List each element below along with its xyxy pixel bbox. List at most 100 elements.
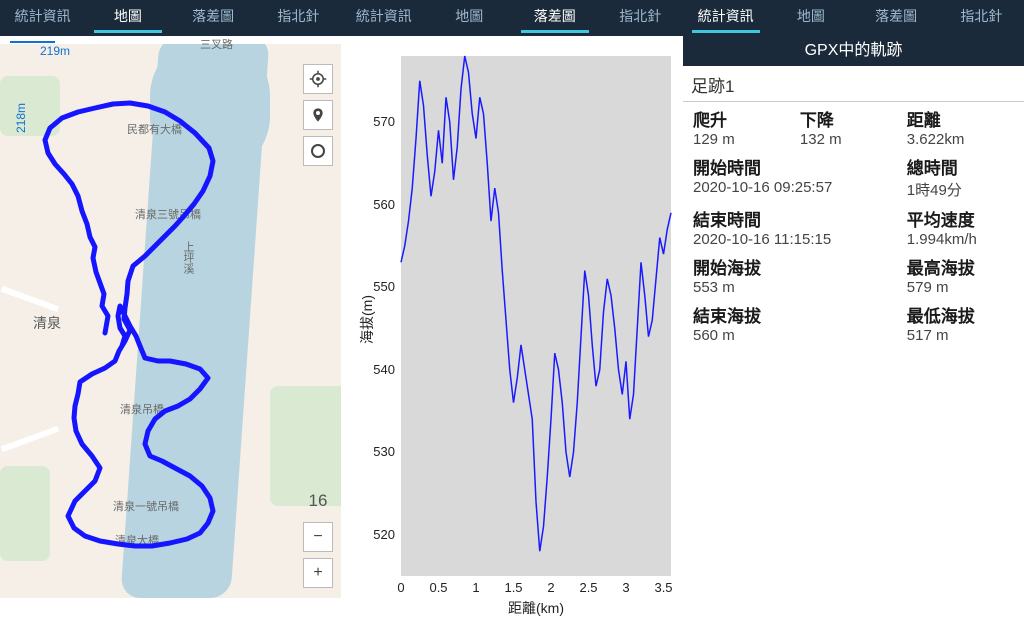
stats-key: 開始時間: [693, 154, 907, 179]
x-tick: 0: [397, 580, 404, 595]
stats-cell: 平均速度1.994km/h: [907, 206, 1014, 248]
zoom-out-button[interactable]: −: [303, 522, 333, 552]
stats-cell: 開始海拔553 m: [693, 254, 907, 296]
tabbar-left: 統計資訊 地圖 落差圖 指北針: [0, 0, 341, 36]
bridge-label: 清泉大橋: [115, 532, 159, 548]
stats-value: 2020-10-16 09:25:57: [693, 179, 907, 196]
x-tick: 2: [547, 580, 554, 595]
stats-cell: 最低海拔517 m: [907, 302, 1014, 344]
stats-cell: 最高海拔579 m: [907, 254, 1014, 296]
stats-value: 517 m: [907, 327, 1014, 344]
road-label: 三叉路: [200, 36, 233, 52]
stats-value: 560 m: [693, 327, 907, 344]
stats-value: 3.622km: [907, 131, 1014, 148]
pin-icon: [310, 106, 326, 124]
distance-label: 219m: [40, 44, 70, 58]
tab-stats[interactable]: 統計資訊: [341, 0, 427, 36]
stats-row: 開始海拔553 m最高海拔579 m: [693, 254, 1014, 302]
stats-key: 下降: [800, 106, 907, 131]
x-tick: 1: [472, 580, 479, 595]
stats-row: 結束時間2020-10-16 11:15:15平均速度1.994km/h: [693, 206, 1014, 254]
stats-key: 開始海拔: [693, 254, 907, 279]
stats-key: 總時間: [907, 154, 1014, 179]
marker-button[interactable]: [303, 100, 333, 130]
y-tick: 540: [365, 362, 395, 377]
map-controls-top: [303, 64, 333, 166]
y-tick: 570: [365, 114, 395, 129]
tab-elevation[interactable]: 落差圖: [854, 0, 939, 36]
stats-key: 平均速度: [907, 206, 1014, 231]
stats-body: GPX中的軌跡 足跡1 爬升129 m下降132 m距離3.622km開始時間2…: [683, 36, 1024, 598]
stats-value: 132 m: [800, 131, 907, 148]
stats-value: 1.994km/h: [907, 231, 1014, 248]
tab-elevation[interactable]: 落差圖: [171, 0, 256, 36]
track-name[interactable]: 足跡1: [683, 66, 1024, 102]
map-controls-bottom: 16 − +: [303, 486, 333, 588]
x-tick: 2.5: [579, 580, 597, 595]
map-canvas[interactable]: 218m 219m 三叉路 民都有大橋 清泉三號吊橋 上坪溪 清泉 清泉吊橋 清…: [0, 36, 341, 598]
tab-compass[interactable]: 指北針: [598, 0, 684, 36]
minus-icon: −: [313, 528, 322, 546]
stats-key: 距離: [907, 106, 1014, 131]
crosshair-icon: [309, 70, 327, 88]
plus-icon: +: [313, 564, 322, 582]
stats-cell: 開始時間2020-10-16 09:25:57: [693, 154, 907, 200]
y-tick: 550: [365, 279, 395, 294]
tab-map[interactable]: 地圖: [768, 0, 853, 36]
stats-key: 爬升: [693, 106, 800, 131]
stats-row: 爬升129 m下降132 m距離3.622km: [693, 106, 1014, 154]
stats-cell: 結束時間2020-10-16 11:15:15: [693, 206, 907, 248]
x-tick: 3: [622, 580, 629, 595]
tab-compass[interactable]: 指北針: [256, 0, 341, 36]
stats-value: 129 m: [693, 131, 800, 148]
y-tick: 560: [365, 197, 395, 212]
stats-cell: 距離3.622km: [907, 106, 1014, 148]
stats-row: 結束海拔560 m最低海拔517 m: [693, 302, 1014, 350]
zoom-in-button[interactable]: +: [303, 558, 333, 588]
tabbar-right: 統計資訊 地圖 落差圖 指北針: [683, 0, 1024, 36]
bridge-label: 清泉三號吊橋: [135, 206, 201, 222]
stats-value: 1時49分: [907, 179, 1014, 200]
tab-stats[interactable]: 統計資訊: [683, 0, 768, 36]
bridge-label: 清泉一號吊橋: [113, 498, 179, 514]
distance-label: 218m: [14, 103, 28, 133]
stats-title: GPX中的軌跡: [683, 36, 1024, 66]
x-tick: 0.5: [429, 580, 447, 595]
place-label: 清泉: [33, 313, 61, 333]
tab-map[interactable]: 地圖: [427, 0, 513, 36]
stats-key: 最高海拔: [907, 254, 1014, 279]
zoom-level: 16: [303, 486, 333, 516]
tab-compass[interactable]: 指北針: [939, 0, 1024, 36]
stats-key: 最低海拔: [907, 302, 1014, 327]
locate-button[interactable]: [303, 64, 333, 94]
stats-key: 結束海拔: [693, 302, 907, 327]
y-tick: 530: [365, 444, 395, 459]
stats-cell: 爬升129 m: [693, 106, 800, 148]
record-button[interactable]: [303, 136, 333, 166]
y-tick: 520: [365, 527, 395, 542]
tabbar-mid: 統計資訊 地圖 落差圖 指北針: [341, 0, 683, 36]
stats-value: 579 m: [907, 279, 1014, 296]
stats-value: 553 m: [693, 279, 907, 296]
circle-icon: [311, 144, 325, 158]
y-axis-label: 海拔(m): [357, 295, 377, 344]
stats-key: 結束時間: [693, 206, 907, 231]
bridge-label: 清泉吊橋: [120, 401, 164, 417]
stats-cell: 結束海拔560 m: [693, 302, 907, 344]
x-tick: 3.5: [654, 580, 672, 595]
stats-cell: 下降132 m: [800, 106, 907, 148]
bridge-label: 民都有大橋: [127, 121, 182, 137]
stats-cell: 總時間1時49分: [907, 154, 1014, 200]
stats-panel: 統計資訊 地圖 落差圖 指北針 GPX中的軌跡 足跡1 爬升129 m下降132…: [683, 0, 1024, 598]
x-axis-label: 距離(km): [508, 598, 564, 618]
elevation-panel: 統計資訊 地圖 落差圖 指北針 520 530 540 550 560 570 0 0.5 1…: [341, 0, 683, 598]
x-tick: 1.5: [504, 580, 522, 595]
map-panel: 統計資訊 地圖 落差圖 指北針 218m 219m 三叉路 民都有大橋 清泉三號…: [0, 0, 341, 598]
stats-row: 開始時間2020-10-16 09:25:57總時間1時49分: [693, 154, 1014, 206]
tab-elevation[interactable]: 落差圖: [512, 0, 598, 36]
stats-value: 2020-10-16 11:15:15: [693, 231, 907, 248]
tab-map[interactable]: 地圖: [85, 0, 170, 36]
river-label: 上坪溪: [180, 241, 196, 274]
elevation-chart: 520 530 540 550 560 570 0 0.5 1 1.5 2 2.5 3 3.5 海拔(m…: [341, 36, 683, 598]
tab-stats[interactable]: 統計資訊: [0, 0, 85, 36]
